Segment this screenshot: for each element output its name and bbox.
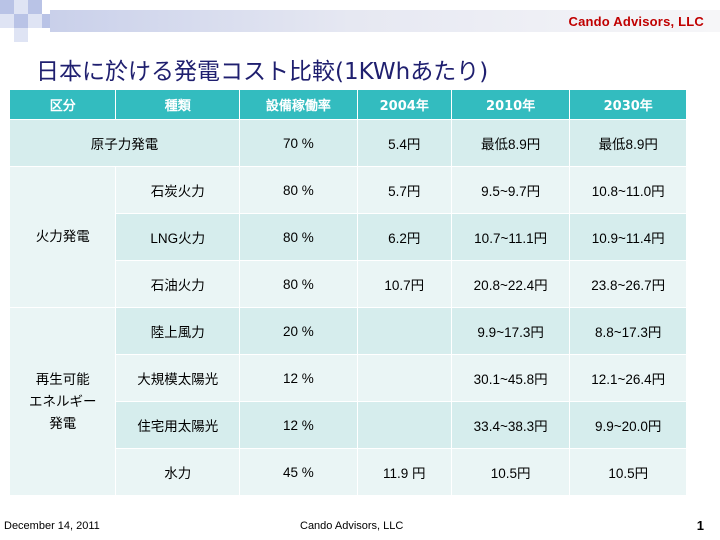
- table-row: LNG火力 80 % 6.2円 10.7~11.1円 10.9~11.4円: [9, 213, 687, 261]
- header-type: 種類: [115, 89, 241, 120]
- renewable-label-line: エネルギー: [28, 393, 97, 409]
- table-row: 住宅用太陽光 12 % 33.4~38.3円 9.9~20.0円: [9, 401, 687, 449]
- cell-rate: 45 %: [239, 448, 358, 496]
- cell-2004: [356, 307, 452, 355]
- cell-renewable-group-label: 再生可能 エネルギー 発電: [8, 307, 117, 496]
- cell-rate: 20 %: [239, 307, 358, 355]
- cell-type: 陸上風力: [115, 307, 241, 355]
- cell-2010: 33.4~38.3円: [450, 401, 571, 449]
- header-2004: 2004年: [356, 89, 452, 120]
- table-row: 再生可能 エネルギー 発電 陸上風力 20 % 9.9~17.3円 8.8~17…: [8, 307, 687, 496]
- cell-2004: 6.2円: [356, 213, 452, 261]
- cell-2030: 23.8~26.7円: [569, 260, 687, 308]
- page-number: 1: [696, 518, 704, 533]
- cell-2010: 10.7~11.1円: [450, 213, 571, 261]
- cell-2030: 8.8~17.3円: [569, 307, 687, 355]
- cost-comparison-table: 区分 種類 設備稼働率 2004年 2010年 2030年 原子力発電 70 %…: [8, 89, 687, 496]
- cell-2010: 10.5円: [450, 448, 571, 496]
- cell-type: 水力: [115, 448, 241, 496]
- header-category: 区分: [8, 89, 117, 120]
- cell-2004: 10.7円: [356, 260, 452, 308]
- cell-rate: 80 %: [239, 166, 358, 214]
- slide-title: 日本に於ける発電コスト比較(1KWhあたり): [36, 59, 489, 85]
- cell-rate: 80 %: [239, 260, 358, 308]
- header-capacity-rate: 設備稼働率: [239, 89, 358, 120]
- cell-2030: 10.8~11.0円: [569, 166, 687, 214]
- cell-2030: 10.5円: [569, 448, 687, 496]
- top-gradient-band: [50, 10, 720, 32]
- cell-2004: 11.9 円: [356, 448, 452, 496]
- corner-checker-decoration: [0, 0, 60, 42]
- cell-nuclear-2030: 最低8.9円: [569, 119, 687, 167]
- table-row: 火力発電 石炭火力 80 % 5.7円 9.5~9.7円 10.8~11.0円: [8, 166, 687, 308]
- cell-2004: [356, 401, 452, 449]
- cell-type: 石炭火力: [115, 166, 241, 214]
- cell-type: LNG火力: [115, 213, 241, 261]
- header-2030: 2030年: [569, 89, 687, 120]
- footer-company: Cando Advisors, LLC: [300, 520, 404, 532]
- table-row-nuclear: 原子力発電 70 % 5.4円 最低8.9円 最低8.9円: [8, 119, 687, 167]
- cell-nuclear-2010: 最低8.9円: [450, 119, 571, 167]
- table-header-row: 区分 種類 設備稼働率 2004年 2010年 2030年: [8, 89, 687, 120]
- cell-type: 石油火力: [115, 260, 241, 308]
- cell-nuclear-rate: 70 %: [239, 119, 358, 167]
- cell-rate: 12 %: [239, 354, 358, 402]
- cell-2004: [356, 354, 452, 402]
- cell-2010: 9.9~17.3円: [450, 307, 571, 355]
- cell-2030: 12.1~26.4円: [569, 354, 687, 402]
- renewable-label-line: 発電: [49, 415, 77, 431]
- renewable-label-line: 再生可能: [35, 371, 90, 387]
- cell-2010: 30.1~45.8円: [450, 354, 571, 402]
- cell-2010: 20.8~22.4円: [450, 260, 571, 308]
- cell-type: 住宅用太陽光: [115, 401, 241, 449]
- table-row: 水力 45 % 11.9 円 10.5円 10.5円: [9, 448, 687, 496]
- cell-type: 大規模太陽光: [115, 354, 241, 402]
- company-name-header: Cando Advisors, LLC: [568, 14, 704, 29]
- cell-nuclear-2004: 5.4円: [356, 119, 452, 167]
- cell-nuclear-label: 原子力発電: [8, 119, 241, 167]
- cell-rate: 12 %: [239, 401, 358, 449]
- cell-2030: 9.9~20.0円: [569, 401, 687, 449]
- table-row: 石油火力 80 % 10.7円 20.8~22.4円 23.8~26.7円: [9, 260, 687, 308]
- cell-rate: 80 %: [239, 213, 358, 261]
- footer-date: December 14, 2011: [4, 520, 100, 532]
- cell-thermal-group-label: 火力発電: [8, 166, 117, 308]
- header-2010: 2010年: [450, 89, 571, 120]
- cell-2004: 5.7円: [356, 166, 452, 214]
- cell-2030: 10.9~11.4円: [569, 213, 687, 261]
- table-row: 大規模太陽光 12 % 30.1~45.8円 12.1~26.4円: [9, 354, 687, 402]
- cell-2010: 9.5~9.7円: [450, 166, 571, 214]
